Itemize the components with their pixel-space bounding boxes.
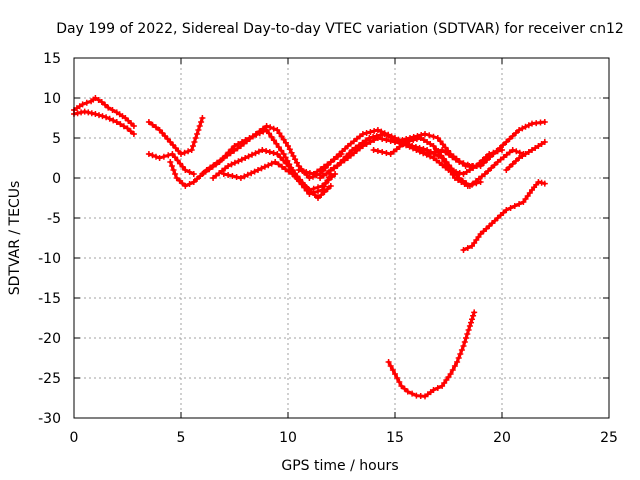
- series-points: [460, 179, 548, 253]
- x-tick-label: 25: [600, 430, 618, 446]
- plot-frame: [73, 57, 610, 419]
- x-tick-label: 0: [70, 430, 79, 446]
- y-tick-label: -30: [38, 411, 61, 427]
- series-arc14: [503, 139, 548, 173]
- x-tick-label: 5: [177, 430, 186, 446]
- axis-ticks: 0 5 10 15 20 25 -30 -25 -20 -15 -10 -5 0 5 10 15: [38, 51, 618, 446]
- data-series: [71, 95, 548, 400]
- series-points: [145, 115, 206, 157]
- series-arc3: [145, 115, 206, 157]
- y-tick-label: 15: [43, 51, 61, 67]
- x-tick-label: 15: [386, 430, 404, 446]
- series-line: [72, 110, 136, 136]
- series-arc4: [145, 151, 197, 177]
- series-arc15: [460, 179, 548, 253]
- x-tick-label: 10: [279, 430, 297, 446]
- y-tick-label: -15: [38, 291, 61, 307]
- series-arc16: [385, 309, 478, 400]
- series-points: [503, 139, 548, 173]
- y-tick-label: 10: [43, 91, 61, 107]
- series-points: [385, 309, 478, 400]
- x-tick-label: 20: [493, 430, 511, 446]
- y-tick-label: 5: [52, 131, 61, 147]
- grid-lines: [74, 58, 609, 418]
- y-axis-label: SDTVAR / TECUs: [7, 181, 23, 296]
- x-axis-label: GPS time / hours: [281, 458, 398, 474]
- series-points: [392, 119, 548, 169]
- series-arc8: [220, 159, 339, 193]
- y-tick-label: -25: [38, 371, 61, 387]
- y-tick-label: -5: [47, 211, 61, 227]
- y-tick-label: -10: [38, 251, 61, 267]
- series-points: [145, 151, 197, 177]
- y-tick-label: -20: [38, 331, 61, 347]
- series-points: [220, 159, 339, 193]
- series-points: [71, 108, 137, 137]
- series-arc13: [392, 119, 548, 169]
- y-tick-label: 0: [52, 171, 61, 187]
- chart-title: Day 199 of 2022, Sidereal Day-to-day VTE…: [56, 21, 624, 37]
- series-arc2: [71, 108, 137, 137]
- series-arc12: [370, 135, 527, 189]
